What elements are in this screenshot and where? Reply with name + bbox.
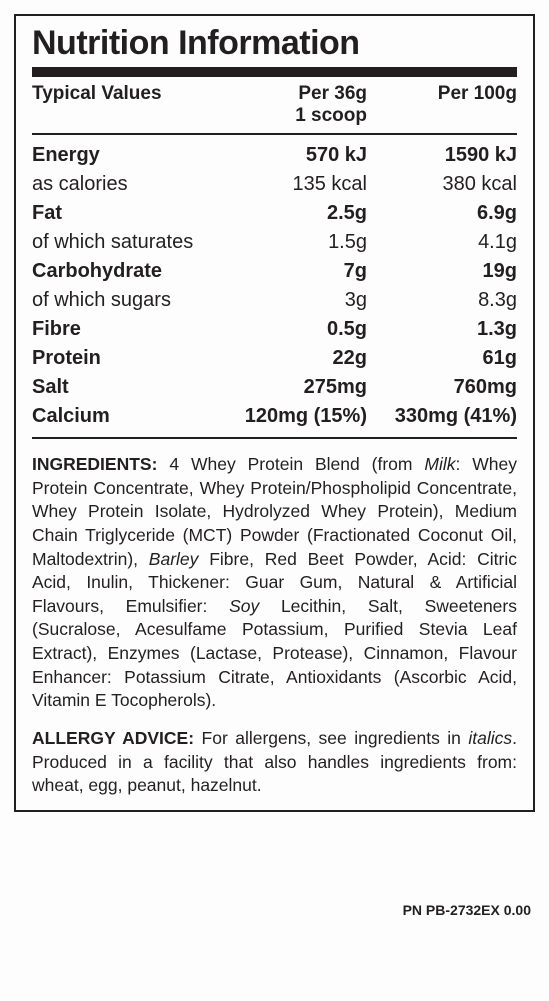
table-row: Energy570 kJ1590 kJ — [32, 141, 517, 170]
table-row: Calcium120mg (15%)330mg (41%) — [32, 402, 517, 431]
row-label: Energy — [32, 141, 222, 170]
row-label: Fat — [32, 199, 222, 228]
header-col-a: Per 36g 1 scoop — [222, 83, 367, 127]
row-label: as calories — [32, 170, 222, 199]
italic-term: italics — [468, 728, 512, 748]
italic-term: Milk — [424, 454, 455, 474]
header-col-a-line1: Per 36g — [222, 83, 367, 105]
text-segment: For allergens, see ingredients in — [194, 728, 468, 748]
table-row: Carbohydrate7g19g — [32, 257, 517, 286]
row-value-a: 275mg — [222, 373, 367, 402]
header-col-a-line2: 1 scoop — [222, 105, 367, 127]
row-value-a: 135 kcal — [222, 170, 367, 199]
row-value-b: 4.1g — [367, 228, 517, 257]
row-value-a: 2.5g — [222, 199, 367, 228]
header-label: Typical Values — [32, 83, 222, 105]
row-label: of which sugars — [32, 286, 222, 315]
panel-title: Nutrition Information — [32, 24, 517, 63]
table-row: Fibre0.5g1.3g — [32, 315, 517, 344]
row-value-a: 1.5g — [222, 228, 367, 257]
row-value-b: 1.3g — [367, 315, 517, 344]
ingredients-block: INGREDIENTS: 4 Whey Protein Blend (from … — [32, 453, 517, 713]
table-header: Typical Values Per 36g 1 scoop Per 100g — [32, 83, 517, 127]
row-value-b: 61g — [367, 344, 517, 373]
row-label: Protein — [32, 344, 222, 373]
row-value-a: 3g — [222, 286, 367, 315]
table-row: of which saturates1.5g4.1g — [32, 228, 517, 257]
row-label: Salt — [32, 373, 222, 402]
thin-rule-bottom — [32, 437, 517, 439]
table-row: Protein22g61g — [32, 344, 517, 373]
row-value-a: 7g — [222, 257, 367, 286]
nutrition-panel: Nutrition Information Typical Values Per… — [14, 14, 535, 812]
thick-rule — [32, 67, 517, 77]
text-segment: 4 Whey Protein Blend (from — [157, 454, 424, 474]
row-value-b: 380 kcal — [367, 170, 517, 199]
table-row: of which sugars3g8.3g — [32, 286, 517, 315]
section-lead: ALLERGY ADVICE: — [32, 728, 194, 748]
row-value-b: 1590 kJ — [367, 141, 517, 170]
row-value-b: 760mg — [367, 373, 517, 402]
row-value-b: 19g — [367, 257, 517, 286]
row-label: of which saturates — [32, 228, 222, 257]
table-row: Fat2.5g6.9g — [32, 199, 517, 228]
nutrition-rows: Energy570 kJ1590 kJas calories135 kcal38… — [32, 141, 517, 431]
row-label: Calcium — [32, 402, 222, 431]
italic-term: Barley — [149, 549, 199, 569]
row-value-a: 120mg (15%) — [222, 402, 367, 431]
row-label: Fibre — [32, 315, 222, 344]
table-row: as calories135 kcal380 kcal — [32, 170, 517, 199]
row-value-a: 22g — [222, 344, 367, 373]
italic-term: Soy — [229, 596, 259, 616]
row-value-b: 330mg (41%) — [367, 402, 517, 431]
row-value-a: 0.5g — [222, 315, 367, 344]
thin-rule-top — [32, 133, 517, 135]
header-col-b: Per 100g — [367, 83, 517, 105]
footer-code: PN PB-2732EX 0.00 — [14, 902, 535, 918]
table-row: Salt275mg760mg — [32, 373, 517, 402]
row-value-a: 570 kJ — [222, 141, 367, 170]
row-label: Carbohydrate — [32, 257, 222, 286]
row-value-b: 6.9g — [367, 199, 517, 228]
section-lead: INGREDIENTS: — [32, 454, 157, 474]
allergy-block: ALLERGY ADVICE: For allergens, see ingre… — [32, 727, 517, 798]
row-value-b: 8.3g — [367, 286, 517, 315]
